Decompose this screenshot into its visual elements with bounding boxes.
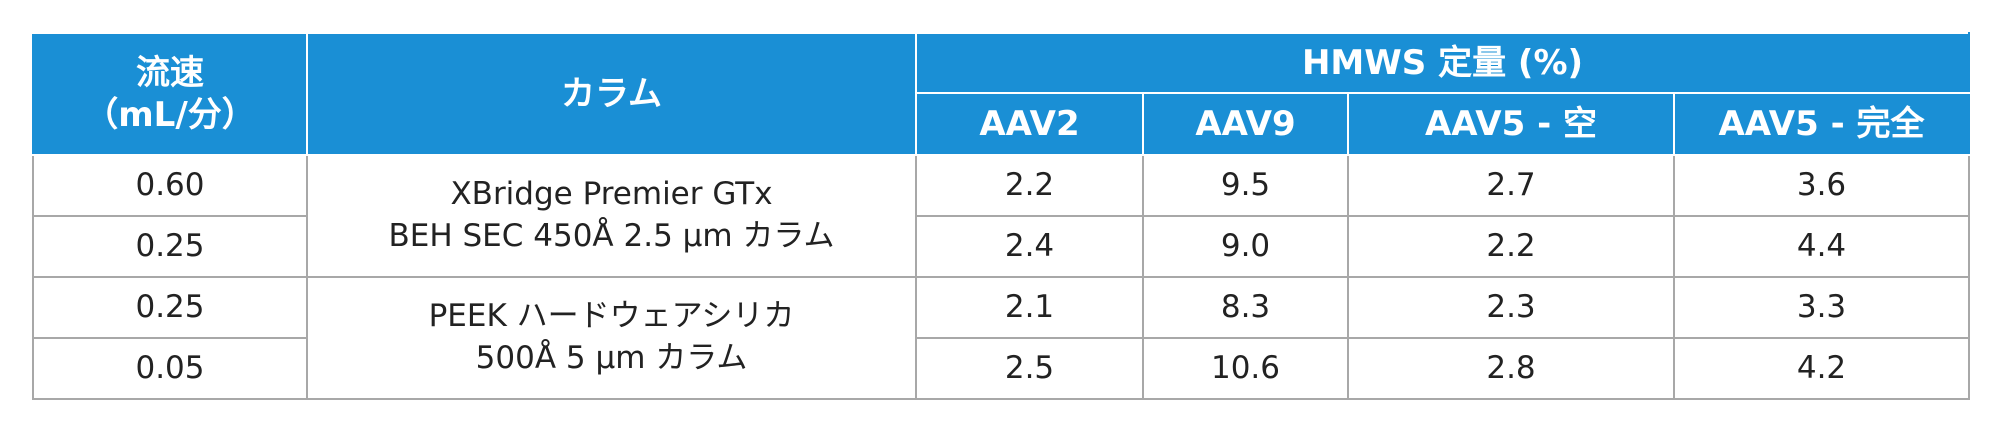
table-body: 0.60 XBridge Premier GTx BEH SEC 450Å 2.5 … <box>32 154 1971 400</box>
value-cell: 4.4 <box>1672 215 1971 278</box>
flow-rate-cell: 0.05 <box>32 337 308 400</box>
value-cell: 9.0 <box>1142 215 1349 278</box>
value-cell: 10.6 <box>1142 337 1349 400</box>
header-text: 流速 <box>136 52 204 93</box>
column-cell: XBridge Premier GTx BEH SEC 450Å 2.5 µm カ… <box>306 154 917 278</box>
value-cell: 3.3 <box>1672 276 1971 339</box>
flow-rate-cell: 0.60 <box>32 154 308 217</box>
header-cell: AAV2 <box>915 92 1144 156</box>
value-cell: 2.2 <box>1347 215 1675 278</box>
value-cell: 4.2 <box>1672 337 1971 400</box>
header-row: AAV2 AAV9 AAV5 - 空 AAV5 - 完全 <box>33 92 1971 156</box>
column-cell: PEEK ハードウェアシリカ 500Å 5 µm カラム <box>306 276 917 400</box>
header-cell: AAV9 <box>1142 92 1349 156</box>
value-cell: 2.7 <box>1347 154 1675 217</box>
table-row: 0.60 XBridge Premier GTx BEH SEC 450Å 2.5 … <box>32 154 1971 278</box>
value-cell: 2.3 <box>1347 276 1675 339</box>
value-cell: 8.3 <box>1142 276 1349 339</box>
table-row: 0.25 2.4 9.0 2.2 4.4 <box>32 215 1971 278</box>
column-text: BEH SEC 450Å 2.5 µm カラム <box>388 218 835 254</box>
value-cell: 9.5 <box>1142 154 1349 217</box>
value-cell: 2.2 <box>915 154 1144 217</box>
flow-rate-cell: 0.25 <box>32 215 308 278</box>
results-table: 流速 （mL/分） カラム HMWS 定量 (%) AAV2 AAV9 AAV5 -… <box>32 32 1971 400</box>
value-cell: 2.1 <box>915 276 1144 339</box>
column-text: 500Å 5 µm カラム <box>475 340 748 376</box>
column-text: PEEK ハードウェアシリカ <box>428 298 795 335</box>
header-cell: AAV5 - 完全 <box>1672 92 1971 156</box>
value-cell: 2.5 <box>915 337 1144 400</box>
value-cell: 3.6 <box>1672 154 1971 217</box>
value-cell: 2.8 <box>1347 337 1675 400</box>
table-row: 0.25 PEEK ハードウェアシリカ 500Å 5 µm カラム 2.1 8.3 2.3… <box>32 276 1971 400</box>
value-cell: 2.4 <box>915 215 1144 278</box>
flow-rate-cell: 0.25 <box>32 276 308 339</box>
header-cell: 流速 （mL/分） <box>32 32 308 156</box>
header-cell: AAV5 - 空 <box>1347 92 1675 156</box>
column-text: XBridge Premier GTx <box>450 176 773 213</box>
header-cell: カラム <box>306 32 917 156</box>
header-text: （mL/分） <box>84 95 256 135</box>
header-cell: HMWS 定量 (%) <box>914 32 1971 94</box>
table-row: 0.05 2.5 10.6 2.8 4.2 <box>32 337 1971 400</box>
